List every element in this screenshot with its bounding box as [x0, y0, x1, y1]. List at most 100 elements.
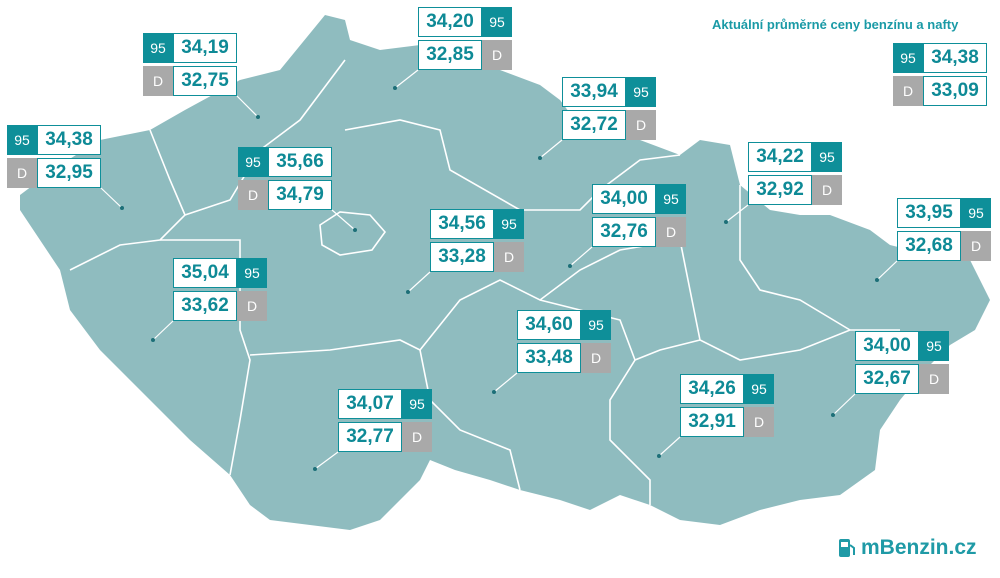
- petrol-price: 35,66: [268, 147, 332, 177]
- diesel-price: 34,79: [268, 180, 332, 210]
- diesel-badge: D: [744, 407, 774, 437]
- diesel-badge: D: [919, 364, 949, 394]
- diesel-price: 33,09: [923, 76, 987, 106]
- petrol-price: 34,20: [418, 7, 482, 37]
- leader-line: [394, 69, 419, 89]
- diesel-badge: D: [143, 66, 173, 96]
- region-petrol-row: 34,56 95: [430, 209, 524, 239]
- region-petrol-row: 34,22 95: [748, 142, 842, 172]
- diesel-price: 33,62: [173, 291, 237, 321]
- petrol-price: 34,38: [37, 125, 101, 155]
- region-diesel-row: 32,67 D: [855, 364, 949, 394]
- region-diesel-row: 33,28 D: [430, 242, 524, 272]
- region-dot: [657, 454, 661, 458]
- diesel-badge: D: [7, 158, 37, 188]
- leader-line: [569, 246, 593, 267]
- region-dot: [831, 413, 835, 417]
- diesel-price: 32,95: [37, 158, 101, 188]
- petrol-price: 34,56: [430, 209, 494, 239]
- petrol-price: 34,07: [338, 389, 402, 419]
- petrol-badge: 95: [581, 310, 611, 340]
- petrol-badge: 95: [656, 184, 686, 214]
- diesel-price: 32,85: [418, 40, 482, 70]
- region-dot: [568, 264, 572, 268]
- petrol-price: 33,94: [562, 77, 626, 107]
- petrol-badge: 95: [7, 125, 37, 155]
- region-diesel-row: 32,85 D: [418, 40, 512, 70]
- region-dot: [353, 228, 357, 232]
- region-diesel-row: 33,48 D: [517, 343, 611, 373]
- petrol-badge: 95: [143, 33, 173, 63]
- petrol-badge: 95: [812, 142, 842, 172]
- diesel-badge: D: [482, 40, 512, 70]
- region-diesel-row: 32,72 D: [562, 110, 656, 140]
- diesel-price: 32,91: [680, 407, 744, 437]
- petrol-badge: 95: [893, 43, 923, 73]
- leader-line: [832, 393, 856, 416]
- petrol-badge: 95: [494, 209, 524, 239]
- diesel-badge: D: [656, 217, 686, 247]
- petrol-badge: 95: [744, 374, 774, 404]
- region-dot: [256, 115, 260, 119]
- region-petrol-row: 34,00 95: [855, 331, 949, 361]
- diesel-price: 33,48: [517, 343, 581, 373]
- region-petrol-row: 95 34,19: [143, 33, 237, 63]
- diesel-badge: D: [238, 180, 268, 210]
- diesel-badge: D: [812, 175, 842, 205]
- logo-text: mBenzin.cz: [861, 536, 977, 559]
- diesel-price: 33,28: [430, 242, 494, 272]
- diesel-price: 32,68: [897, 231, 961, 261]
- leader-line: [152, 320, 174, 341]
- petrol-price: 34,22: [748, 142, 812, 172]
- region-diesel-row: 32,68 D: [897, 231, 991, 261]
- petrol-price: 34,00: [855, 331, 919, 361]
- petrol-price: 34,38: [923, 43, 987, 73]
- title: Aktuální průměrné ceny benzínu a nafty: [712, 17, 959, 32]
- region-dot: [492, 390, 496, 394]
- petrol-price: 34,60: [517, 310, 581, 340]
- diesel-badge: D: [626, 110, 656, 140]
- diesel-badge: D: [581, 343, 611, 373]
- region-dot: [406, 290, 410, 294]
- leader-line: [493, 372, 518, 393]
- petrol-badge: 95: [482, 7, 512, 37]
- region-dot: [393, 86, 397, 90]
- petrol-badge: 95: [961, 198, 991, 228]
- leader-line: [876, 260, 898, 281]
- diesel-badge: D: [961, 231, 991, 261]
- region-diesel-row: 32,76 D: [592, 217, 686, 247]
- diesel-badge: D: [893, 76, 923, 106]
- petrol-price: 33,95: [897, 198, 961, 228]
- diesel-price: 32,92: [748, 175, 812, 205]
- diesel-price: 32,72: [562, 110, 626, 140]
- diesel-price: 32,67: [855, 364, 919, 394]
- leader-line: [407, 271, 431, 293]
- region-diesel-row: 32,92 D: [748, 175, 842, 205]
- leader-line: [539, 139, 563, 159]
- region-petrol-row: 34,60 95: [517, 310, 611, 340]
- pump-icon: [839, 539, 855, 557]
- region-diesel-row: D 32,95: [7, 158, 101, 188]
- diesel-price: 32,75: [173, 66, 237, 96]
- region-petrol-row: 34,20 95: [418, 7, 512, 37]
- region-dot: [313, 467, 317, 471]
- diesel-price: 32,77: [338, 422, 402, 452]
- leader-line: [658, 436, 681, 457]
- leader-line: [236, 95, 259, 118]
- leader-line: [331, 209, 356, 231]
- region-petrol-row: 34,26 95: [680, 374, 774, 404]
- region-diesel-row: 32,91 D: [680, 407, 774, 437]
- diesel-badge: D: [237, 291, 267, 321]
- region-petrol-row: 95 35,66: [238, 147, 332, 177]
- region-diesel-row: D 32,75: [143, 66, 237, 96]
- petrol-badge: 95: [919, 331, 949, 361]
- region-petrol-row: 34,07 95: [338, 389, 432, 419]
- region-dot: [120, 206, 124, 210]
- petrol-price: 35,04: [173, 258, 237, 288]
- national-diesel-row: D 33,09: [893, 76, 987, 106]
- region-dot: [875, 278, 879, 282]
- region-diesel-row: D 34,79: [238, 180, 332, 210]
